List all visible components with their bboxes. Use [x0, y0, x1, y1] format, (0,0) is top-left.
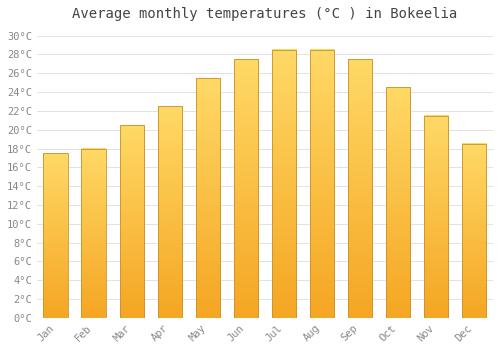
Bar [272, 50, 296, 318]
Bar [196, 78, 220, 318]
Title: Average monthly temperatures (°C ) in Bokeelia: Average monthly temperatures (°C ) in Bo… [72, 7, 458, 21]
Bar [386, 88, 410, 318]
Bar [82, 148, 106, 318]
Bar [44, 153, 68, 318]
Bar [424, 116, 448, 318]
Bar [310, 50, 334, 318]
Bar [158, 106, 182, 318]
Bar [348, 59, 372, 318]
Bar [234, 59, 258, 318]
Bar [120, 125, 144, 318]
Bar [462, 144, 486, 318]
